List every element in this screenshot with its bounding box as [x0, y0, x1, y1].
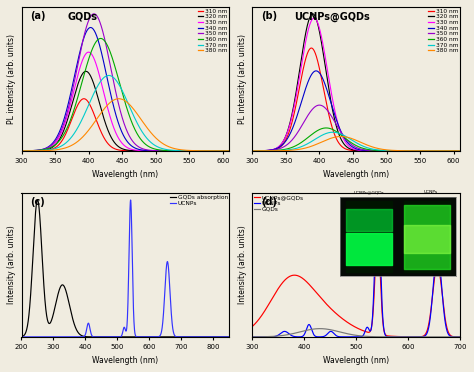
UCNPs@GQDs	[284, 276, 290, 280]
UCNPs	[340, 335, 346, 339]
UCNPs	[359, 334, 365, 339]
GQDs	[277, 334, 283, 338]
UCNPs@GQDs	[277, 284, 283, 288]
GQDs	[284, 333, 290, 337]
Text: (c): (c)	[30, 198, 45, 207]
UCNPs	[29, 335, 35, 339]
UCNPs@GQDs	[359, 328, 365, 332]
UCNPs@GQDs	[457, 335, 463, 339]
UCNPs	[398, 335, 404, 339]
Line: UCNPs: UCNPs	[252, 200, 460, 337]
UCNPs	[182, 335, 188, 339]
UCNPs@GQDs	[319, 297, 325, 302]
UCNPs	[284, 330, 290, 335]
X-axis label: Wavelength (nm): Wavelength (nm)	[323, 356, 389, 365]
X-axis label: Wavelength (nm): Wavelength (nm)	[92, 170, 158, 179]
GQDs	[359, 334, 365, 338]
Text: (d): (d)	[261, 198, 277, 207]
UCNPs	[114, 335, 120, 339]
Text: (b): (b)	[261, 11, 277, 21]
Legend: 310 nm, 320 nm, 330 nm, 340 nm, 350 nm, 360 nm, 370 nm, 380 nm: 310 nm, 320 nm, 330 nm, 340 nm, 350 nm, …	[428, 9, 458, 54]
Legend: UCNPs@GQDs, UCNPs, GQDs: UCNPs@GQDs, UCNPs, GQDs	[254, 195, 304, 212]
GQDs	[317, 326, 323, 331]
UCNPs@GQDs	[249, 324, 255, 329]
X-axis label: Wavelength (nm): Wavelength (nm)	[323, 170, 389, 179]
UCNPs	[375, 198, 381, 202]
GQDs absorption	[220, 335, 226, 339]
Y-axis label: Intensity (arb. units): Intensity (arb. units)	[7, 225, 16, 304]
Legend: GQDs absorption, UCNPs: GQDs absorption, UCNPs	[170, 195, 228, 206]
UCNPs	[128, 198, 134, 202]
Legend: 310 nm, 320 nm, 330 nm, 340 nm, 350 nm, 360 nm, 370 nm, 380 nm: 310 nm, 320 nm, 330 nm, 340 nm, 350 nm, …	[198, 9, 228, 54]
GQDs absorption	[227, 335, 232, 339]
UCNPs@GQDs	[375, 234, 381, 238]
Y-axis label: PL intensity (arb. units): PL intensity (arb. units)	[7, 34, 16, 124]
GQDs absorption	[35, 198, 40, 202]
GQDs absorption	[182, 335, 188, 339]
UCNPs	[457, 335, 463, 339]
Line: UCNPs: UCNPs	[21, 200, 229, 337]
UCNPs	[363, 327, 369, 331]
UCNPs@GQDs	[340, 317, 346, 321]
Text: (a): (a)	[30, 11, 46, 21]
UCNPs	[249, 335, 255, 339]
UCNPs	[227, 335, 232, 339]
GQDs absorption	[120, 335, 126, 339]
Line: GQDs absorption: GQDs absorption	[21, 200, 229, 337]
Y-axis label: PL intensity (arb. units): PL intensity (arb. units)	[238, 34, 247, 124]
UCNPs	[18, 335, 24, 339]
GQDs absorption	[18, 334, 24, 339]
UCNPs	[319, 334, 325, 339]
UCNPs	[277, 332, 283, 336]
GQDs	[457, 335, 463, 339]
X-axis label: Wavelength (nm): Wavelength (nm)	[92, 356, 158, 365]
GQDs absorption	[29, 268, 35, 273]
GQDs	[363, 334, 369, 339]
GQDs absorption	[221, 335, 227, 339]
GQDs absorption	[114, 335, 120, 339]
UCNPs	[221, 335, 227, 339]
Line: GQDs: GQDs	[252, 328, 460, 337]
Text: UCNPs@GQDs: UCNPs@GQDs	[294, 11, 370, 22]
GQDs	[320, 327, 326, 331]
GQDs	[249, 334, 255, 339]
Y-axis label: Intensity (arb. units): Intensity (arb. units)	[238, 225, 247, 304]
Line: UCNPs@GQDs: UCNPs@GQDs	[252, 236, 460, 337]
Text: GQDs: GQDs	[67, 11, 97, 21]
UCNPs@GQDs	[363, 330, 369, 334]
GQDs	[340, 330, 346, 335]
UCNPs	[220, 335, 226, 339]
UCNPs	[120, 330, 126, 335]
